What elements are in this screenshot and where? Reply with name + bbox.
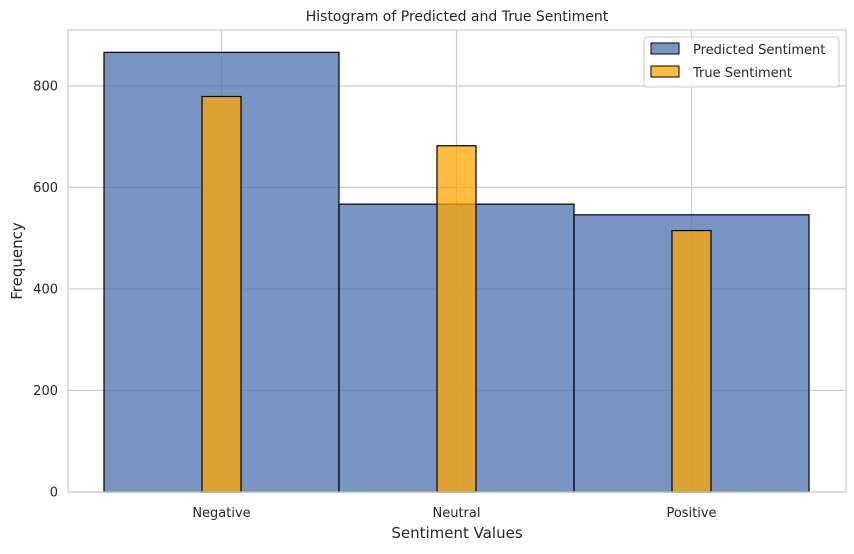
bar-true-negative (201, 95, 242, 493)
y-axis-label: Frequency (8, 222, 26, 300)
legend-label-true: True Sentiment (692, 66, 792, 81)
y-tick-label: 0 (50, 486, 58, 501)
x-tick-labels: Negative Neutral Positive (192, 506, 716, 521)
y-tick-labels: 0 200 400 600 800 (33, 79, 58, 500)
bars (103, 51, 810, 493)
plot-frame (67, 29, 847, 493)
legend: Predicted Sentiment True Sentiment (643, 36, 840, 88)
y-tick-label: 200 (33, 384, 58, 399)
legend-box (643, 36, 840, 88)
bar-true-neutral (436, 145, 477, 493)
y-tick-label: 800 (33, 79, 58, 94)
y-tick-label: 600 (33, 181, 58, 196)
legend-swatch-predicted (650, 42, 680, 55)
x-axis-label: Sentiment Values (391, 524, 522, 542)
chart-title: Histogram of Predicted and True Sentimen… (306, 9, 609, 25)
legend-label-predicted: Predicted Sentiment (693, 43, 825, 58)
x-tick-label: Neutral (433, 506, 481, 521)
bar-true-positive (671, 229, 712, 493)
legend-swatch-true (650, 65, 680, 78)
x-tick-label: Positive (666, 506, 716, 521)
x-tick-label: Negative (192, 506, 250, 521)
y-tick-label: 400 (33, 282, 58, 297)
